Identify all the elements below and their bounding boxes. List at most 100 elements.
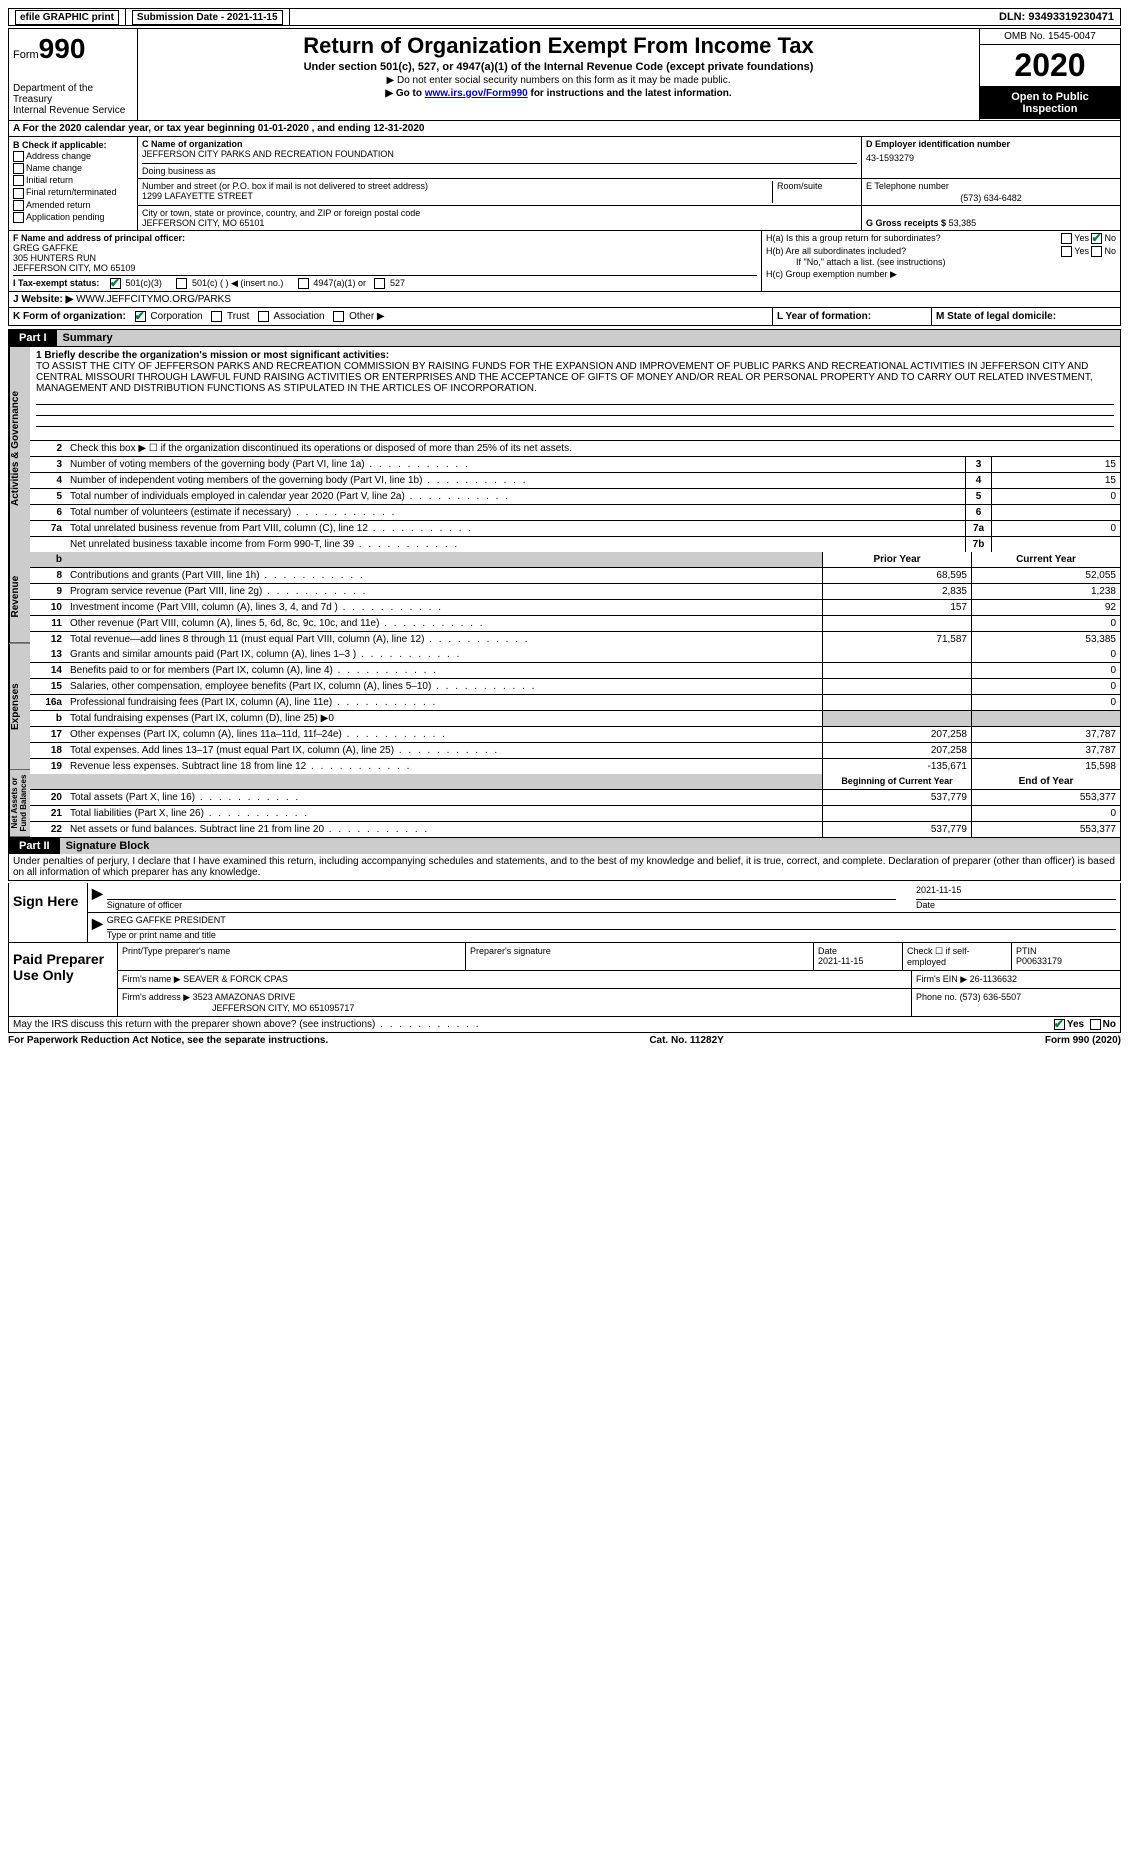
line-19: 19 Revenue less expenses. Subtract line … xyxy=(30,759,1120,774)
firm-addr1: 3523 AMAZONAS DRIVE xyxy=(193,992,296,1002)
line-7b: Net unrelated business taxable income fr… xyxy=(30,537,1120,552)
room-label: Room/suite xyxy=(772,181,857,203)
line-14: 14 Benefits paid to or for members (Part… xyxy=(30,663,1120,679)
part1-title: Summary xyxy=(57,330,1120,346)
line-b: b Total fundraising expenses (Part IX, c… xyxy=(30,711,1120,727)
side-revenue: Revenue xyxy=(9,550,30,644)
checkbox-address-change[interactable] xyxy=(13,151,24,162)
footer-left: For Paperwork Reduction Act Notice, see … xyxy=(8,1035,328,1046)
website-row: J Website: ▶ WWW.JEFFCITYMO.ORG/PARKS xyxy=(8,292,1121,308)
ein-value: 43-1593279 xyxy=(866,153,1116,163)
section-b: B Check if applicable: Address change Na… xyxy=(9,137,138,230)
side-expenses: Expenses xyxy=(9,644,30,770)
checkbox-amended-return[interactable] xyxy=(13,200,24,211)
checkbox-501c3[interactable] xyxy=(110,278,121,289)
dept-label: Department of the Treasury Internal Reve… xyxy=(13,83,133,116)
hb-label: H(b) Are all subordinates included? xyxy=(766,246,906,257)
hb-note: If "No," attach a list. (see instruction… xyxy=(796,257,1116,267)
line-12: 12 Total revenue—add lines 8 through 11 … xyxy=(30,632,1120,647)
checkbox-other[interactable] xyxy=(333,311,344,322)
prep-sig-label: Preparer's signature xyxy=(466,943,814,970)
prep-date: 2021-11-15 xyxy=(818,956,863,966)
gross-receipts: 53,385 xyxy=(949,218,977,228)
line-10: 10 Investment income (Part VIII, column … xyxy=(30,600,1120,616)
checkbox-initial-return[interactable] xyxy=(13,175,24,186)
form-header: Form990 Department of the Treasury Inter… xyxy=(8,28,1121,121)
net-header: Beginning of Current Year End of Year xyxy=(30,774,1120,790)
d-ein-label: D Employer identification number xyxy=(866,139,1116,149)
form-title: Return of Organization Exempt From Incom… xyxy=(142,33,975,59)
form-number: 990 xyxy=(39,33,86,64)
footer: For Paperwork Reduction Act Notice, see … xyxy=(8,1035,1121,1046)
officer-addr1: 305 HUNTERS RUN xyxy=(13,253,757,263)
instruction-2: ▶ Go to www.irs.gov/Form990 for instruct… xyxy=(142,88,975,99)
firm-name: SEAVER & FORCK CPAS xyxy=(183,974,288,984)
city-label: City or town, state or province, country… xyxy=(142,208,857,218)
l-year: L Year of formation: xyxy=(773,308,932,325)
checkbox-app-pending[interactable] xyxy=(13,212,24,223)
f-officer-label: F Name and address of principal officer: xyxy=(13,233,757,243)
efile-button[interactable]: efile GRAPHIC print xyxy=(15,10,119,25)
hc-label: H(c) Group exemption number ▶ xyxy=(766,269,1116,280)
line-5: 5 Total number of individuals employed i… xyxy=(30,489,1120,505)
officer-typed: GREG GAFFKE PRESIDENT xyxy=(107,915,1116,930)
check-self: Check ☐ if self-employed xyxy=(903,943,1012,970)
checkbox-4947[interactable] xyxy=(298,278,309,289)
line-11: 11 Other revenue (Part VIII, column (A),… xyxy=(30,616,1120,632)
line-8: 8 Contributions and grants (Part VIII, l… xyxy=(30,568,1120,584)
paid-label: Paid Preparer Use Only xyxy=(9,943,118,1016)
prep-name-label: Print/Type preparer's name xyxy=(118,943,466,970)
line-16a: 16a Professional fundraising fees (Part … xyxy=(30,695,1120,711)
checkbox-501c[interactable] xyxy=(176,278,187,289)
tax-year: 2020 xyxy=(980,45,1120,87)
checkbox-527[interactable] xyxy=(374,278,385,289)
rev-header: b Prior Year Current Year xyxy=(30,552,1120,568)
penalty-text: Under penalties of perjury, I declare th… xyxy=(8,854,1121,881)
org-name: JEFFERSON CITY PARKS AND RECREATION FOUN… xyxy=(142,149,857,159)
city-value: JEFFERSON CITY, MO 65101 xyxy=(142,218,857,228)
footer-right: Form 990 (2020) xyxy=(1045,1035,1121,1046)
firm-addr2: JEFFERSON CITY, MO 651095717 xyxy=(212,1003,354,1013)
website-value: WWW.JEFFCITYMO.ORG/PARKS xyxy=(76,294,231,305)
date-label: Date xyxy=(916,900,935,910)
mission-text: TO ASSIST THE CITY OF JEFFERSON PARKS AN… xyxy=(36,361,1114,394)
firm-phone: (573) 636-5507 xyxy=(960,992,1022,1002)
line-13: 13 Grants and similar amounts paid (Part… xyxy=(30,647,1120,663)
type-label: Type or print name and title xyxy=(107,930,216,940)
firm-ein: 26-1136632 xyxy=(970,974,1017,984)
section-a: A For the 2020 calendar year, or tax yea… xyxy=(8,121,1121,137)
checkbox-final-return[interactable] xyxy=(13,188,24,199)
discuss-row: May the IRS discuss this return with the… xyxy=(8,1017,1121,1033)
checkbox-discuss-yes[interactable] xyxy=(1054,1019,1065,1030)
checkbox-trust[interactable] xyxy=(211,311,222,322)
officer-name: GREG GAFFKE xyxy=(13,243,757,253)
sig-officer-label: Signature of officer xyxy=(107,900,182,910)
checkbox-hb-yes[interactable] xyxy=(1061,246,1072,257)
header-bar: efile GRAPHIC print Submission Date - 20… xyxy=(8,8,1121,26)
line-21: 21 Total liabilities (Part X, line 26) 0 xyxy=(30,806,1120,822)
e-phone-label: E Telephone number xyxy=(866,181,1116,191)
paid-preparer-block: Paid Preparer Use Only Print/Type prepar… xyxy=(8,943,1121,1017)
irs-link[interactable]: www.irs.gov/Form990 xyxy=(425,88,528,99)
checkbox-assoc[interactable] xyxy=(258,311,269,322)
line-4: 4 Number of independent voting members o… xyxy=(30,473,1120,489)
open-public: Open to Public Inspection xyxy=(980,87,1120,119)
summary-body: Activities & Governance Revenue Expenses… xyxy=(8,346,1121,838)
checkbox-name-change[interactable] xyxy=(13,163,24,174)
side-governance: Activities & Governance xyxy=(9,347,30,550)
part1-header-row: Part I Summary xyxy=(8,329,1121,346)
entity-block: B Check if applicable: Address change Na… xyxy=(8,137,1121,231)
arrow-icon: ▶ xyxy=(92,915,103,940)
submission-date-button[interactable]: Submission Date - 2021-11-15 xyxy=(132,10,283,25)
checkbox-ha-no[interactable] xyxy=(1091,233,1102,244)
dln-label: DLN: 93493319230471 xyxy=(993,9,1120,25)
line-17: 17 Other expenses (Part IX, column (A), … xyxy=(30,727,1120,743)
sign-here-label: Sign Here xyxy=(9,883,88,942)
checkbox-discuss-no[interactable] xyxy=(1090,1019,1101,1030)
sign-here-block: Sign Here ▶ Signature of officer 2021-11… xyxy=(8,883,1121,943)
checkbox-ha-yes[interactable] xyxy=(1061,233,1072,244)
checkbox-corp[interactable] xyxy=(135,311,146,322)
officer-status-row: F Name and address of principal officer:… xyxy=(8,231,1121,292)
m-state: M State of legal domicile: xyxy=(932,308,1120,325)
checkbox-hb-no[interactable] xyxy=(1091,246,1102,257)
